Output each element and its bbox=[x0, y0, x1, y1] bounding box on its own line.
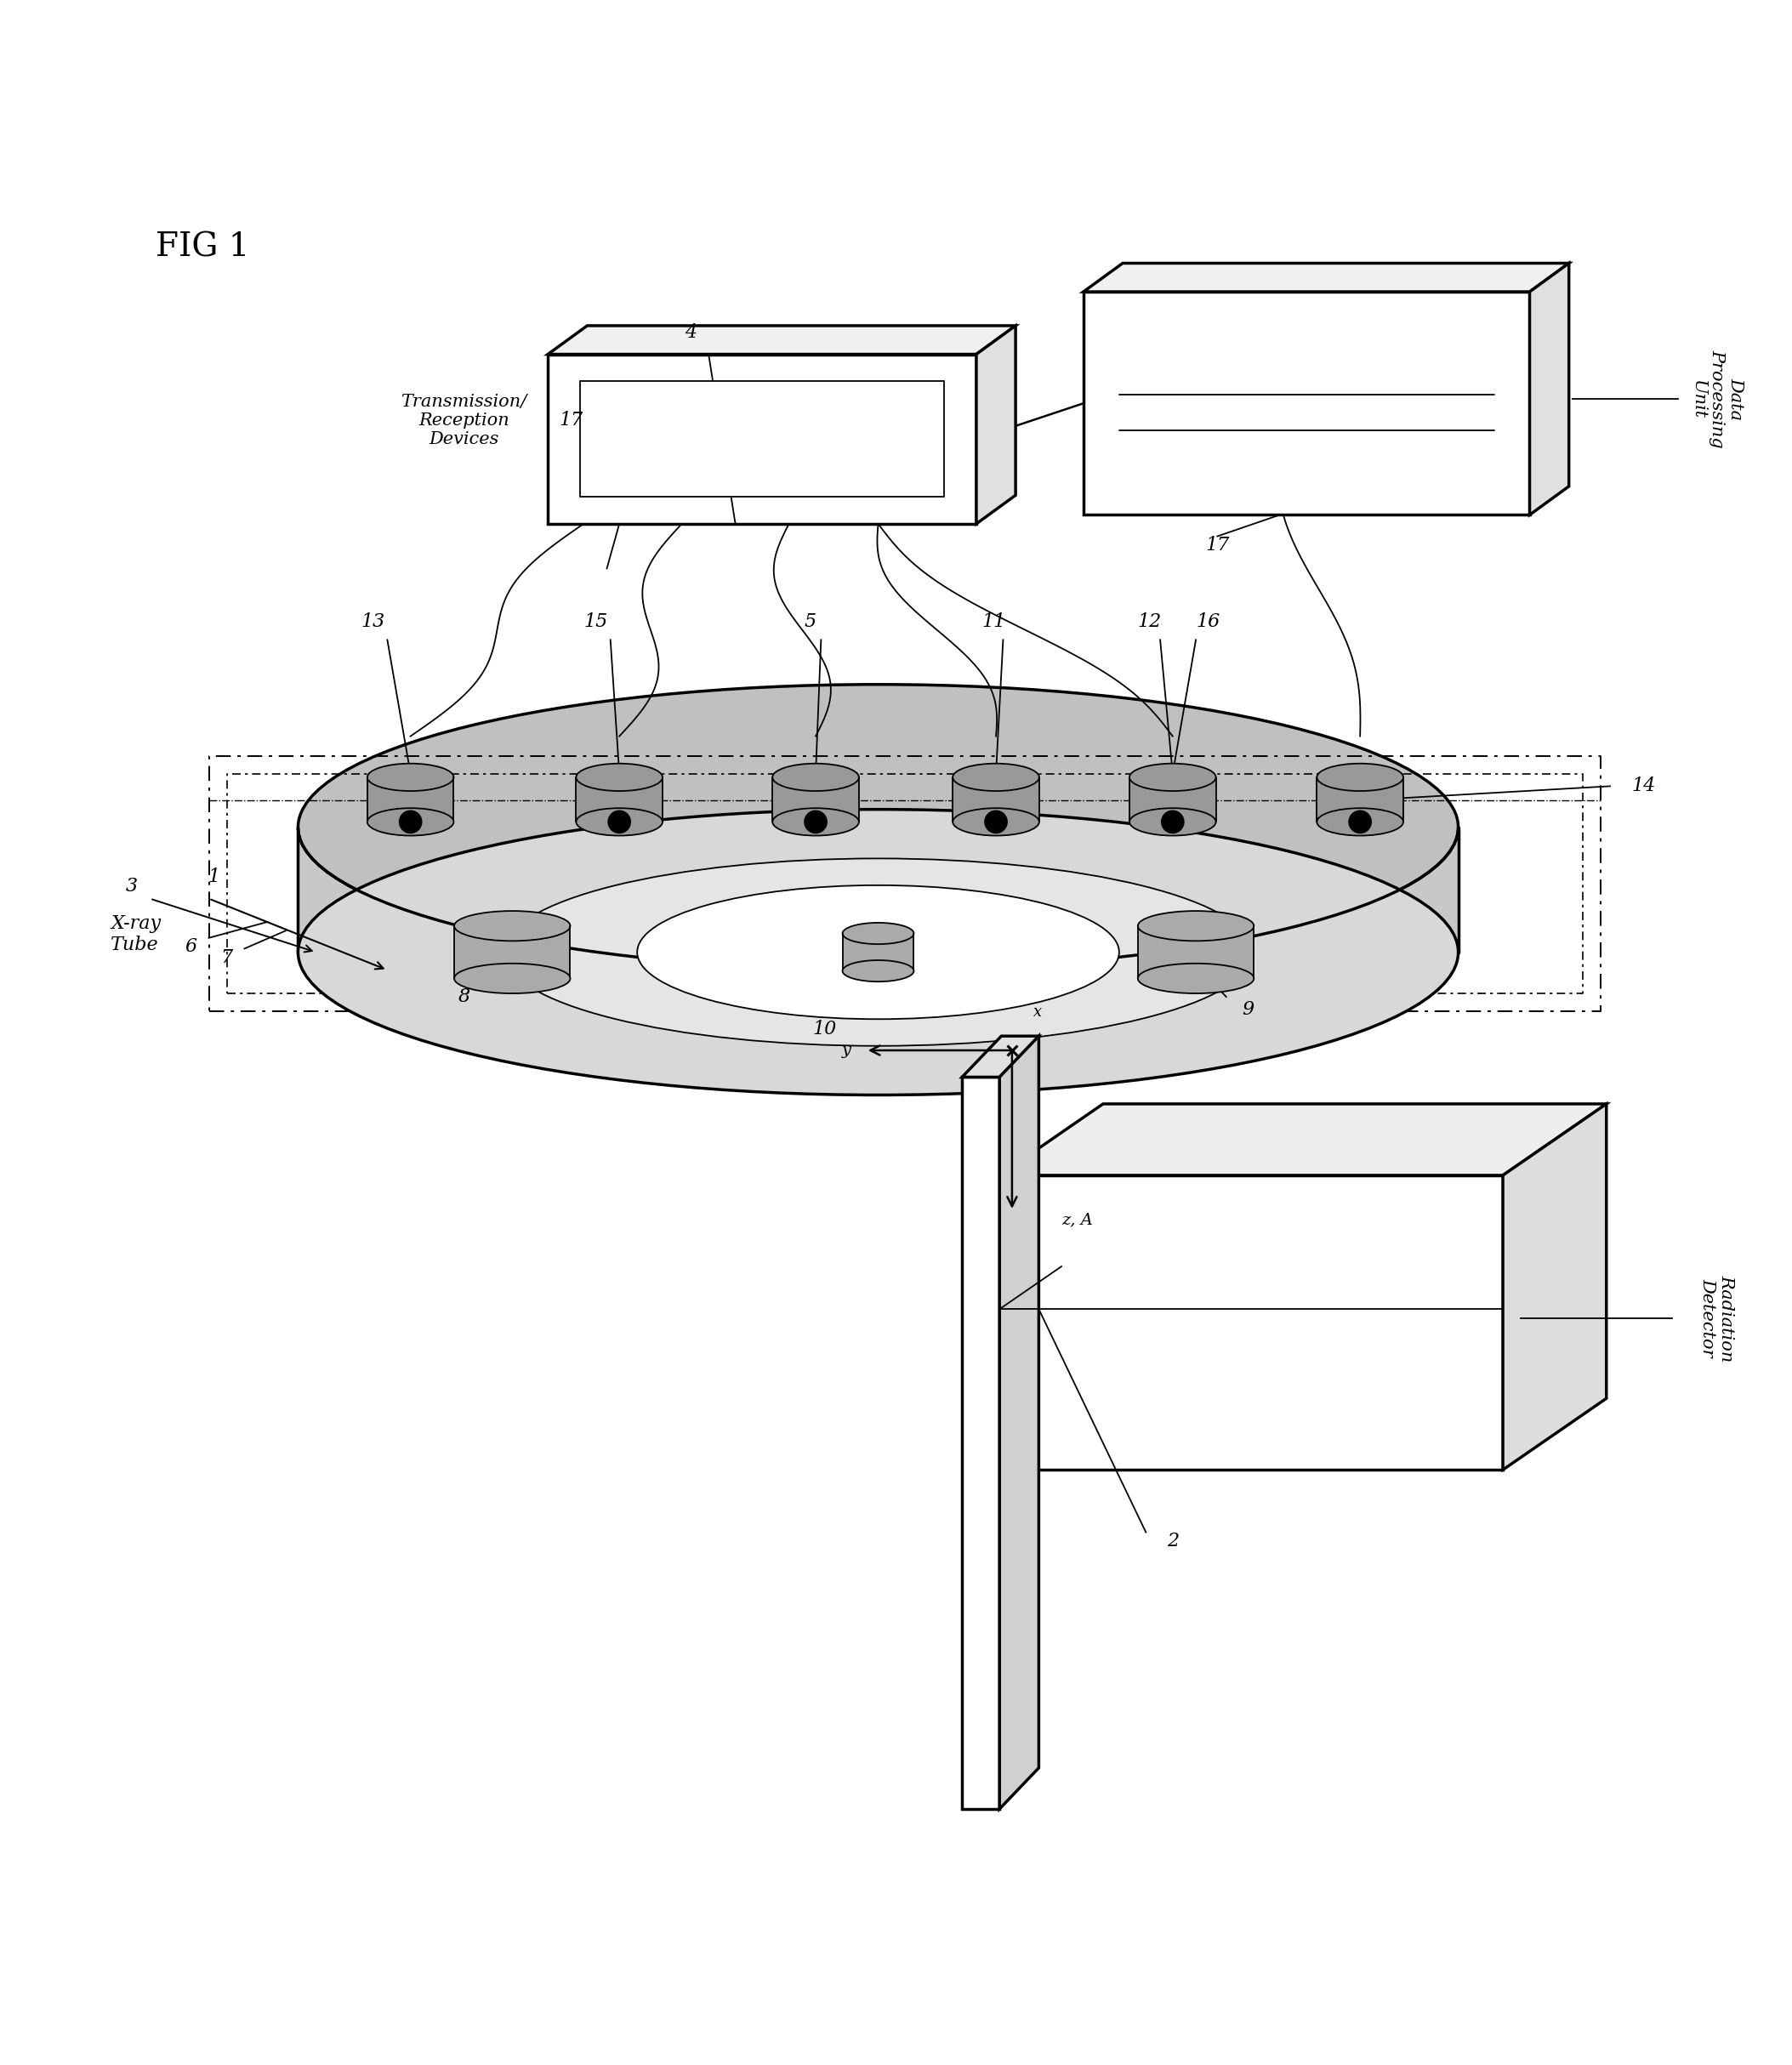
Polygon shape bbox=[962, 1037, 1039, 1078]
Ellipse shape bbox=[1317, 764, 1403, 791]
Ellipse shape bbox=[1317, 807, 1403, 836]
Text: 13: 13 bbox=[360, 613, 385, 632]
Polygon shape bbox=[977, 326, 1016, 525]
Text: FIG 1: FIG 1 bbox=[156, 231, 249, 262]
Text: 5: 5 bbox=[805, 613, 817, 632]
Text: x: x bbox=[1034, 1006, 1043, 1020]
Polygon shape bbox=[953, 776, 1039, 822]
Text: 6: 6 bbox=[185, 938, 197, 956]
Ellipse shape bbox=[453, 911, 570, 942]
Circle shape bbox=[607, 809, 631, 834]
Polygon shape bbox=[1000, 1037, 1039, 1809]
Text: 8: 8 bbox=[459, 987, 470, 1006]
Text: Transmission/
Reception
Devices: Transmission/ Reception Devices bbox=[401, 394, 527, 446]
Polygon shape bbox=[772, 776, 858, 822]
Text: 17: 17 bbox=[559, 411, 582, 430]
Ellipse shape bbox=[504, 859, 1253, 1045]
Ellipse shape bbox=[842, 960, 914, 981]
Text: 2: 2 bbox=[1167, 1532, 1179, 1551]
Polygon shape bbox=[297, 828, 1459, 952]
Ellipse shape bbox=[772, 764, 858, 791]
Text: Radiation
Detector: Radiation Detector bbox=[1699, 1274, 1735, 1361]
Polygon shape bbox=[581, 382, 944, 498]
Circle shape bbox=[984, 809, 1007, 834]
Ellipse shape bbox=[367, 764, 453, 791]
Polygon shape bbox=[1129, 776, 1215, 822]
Polygon shape bbox=[548, 326, 1016, 355]
Polygon shape bbox=[1084, 262, 1570, 291]
Ellipse shape bbox=[577, 807, 663, 836]
Polygon shape bbox=[367, 776, 453, 822]
Text: 10: 10 bbox=[812, 1020, 837, 1039]
Text: 1: 1 bbox=[208, 867, 220, 886]
Ellipse shape bbox=[842, 923, 914, 944]
Polygon shape bbox=[962, 1078, 1000, 1809]
Text: 16: 16 bbox=[1197, 613, 1220, 632]
Text: 3: 3 bbox=[125, 878, 138, 896]
Text: z, A: z, A bbox=[1063, 1212, 1093, 1227]
Ellipse shape bbox=[577, 764, 663, 791]
Polygon shape bbox=[1084, 291, 1530, 514]
Ellipse shape bbox=[1138, 911, 1254, 942]
Text: 14: 14 bbox=[1631, 776, 1656, 795]
Text: Data
Processing
Unit: Data Processing Unit bbox=[1690, 349, 1744, 448]
Ellipse shape bbox=[1138, 964, 1254, 993]
Ellipse shape bbox=[453, 964, 570, 993]
Polygon shape bbox=[1530, 262, 1570, 514]
Ellipse shape bbox=[1129, 764, 1215, 791]
Ellipse shape bbox=[638, 886, 1120, 1020]
Ellipse shape bbox=[297, 684, 1459, 971]
Text: 15: 15 bbox=[584, 613, 607, 632]
Polygon shape bbox=[1503, 1105, 1606, 1470]
Ellipse shape bbox=[367, 807, 453, 836]
Text: X-ray
Tube: X-ray Tube bbox=[111, 915, 161, 954]
Circle shape bbox=[805, 809, 828, 834]
Circle shape bbox=[1348, 809, 1373, 834]
Polygon shape bbox=[1138, 925, 1254, 979]
Polygon shape bbox=[453, 925, 570, 979]
Polygon shape bbox=[1317, 776, 1403, 822]
Ellipse shape bbox=[772, 807, 858, 836]
Ellipse shape bbox=[953, 764, 1039, 791]
Text: 7: 7 bbox=[220, 948, 233, 966]
Text: 9: 9 bbox=[1242, 999, 1254, 1018]
Ellipse shape bbox=[1129, 807, 1215, 836]
Text: y: y bbox=[842, 1043, 851, 1057]
Circle shape bbox=[400, 809, 423, 834]
Circle shape bbox=[1161, 809, 1185, 834]
Polygon shape bbox=[1000, 1105, 1606, 1175]
Polygon shape bbox=[577, 776, 663, 822]
Polygon shape bbox=[548, 355, 977, 525]
Text: 11: 11 bbox=[982, 613, 1005, 632]
Polygon shape bbox=[842, 933, 914, 971]
Text: 12: 12 bbox=[1138, 613, 1161, 632]
Text: 4: 4 bbox=[685, 324, 697, 343]
Polygon shape bbox=[1000, 1175, 1503, 1470]
Ellipse shape bbox=[297, 809, 1459, 1094]
Text: 17: 17 bbox=[1206, 535, 1229, 555]
Ellipse shape bbox=[953, 807, 1039, 836]
